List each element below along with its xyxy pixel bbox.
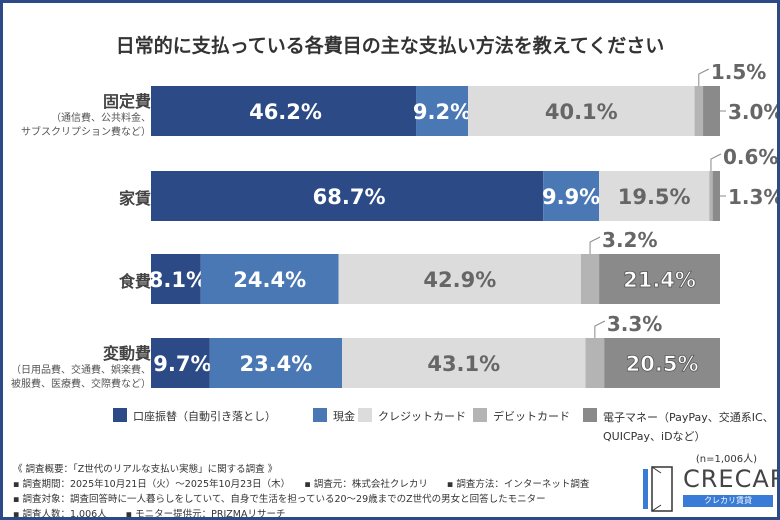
bar-segment <box>694 86 704 136</box>
data-label: 68.7% <box>313 185 386 209</box>
legend-swatch <box>583 408 597 422</box>
bar-segment <box>585 338 605 388</box>
bar-segment <box>155 86 417 136</box>
legend-swatch <box>313 408 327 422</box>
legend-item: 口座振替（自動引き落とし） <box>113 408 276 424</box>
category-name: 家賃 <box>118 189 151 208</box>
data-label: 40.1% <box>545 100 618 124</box>
bar-segment <box>155 254 201 304</box>
data-label: 19.5% <box>618 185 691 209</box>
category-name: 変動費 <box>102 344 151 363</box>
legend-swatch <box>113 408 127 422</box>
data-label: 43.1% <box>427 352 500 376</box>
legend-item: デビットカード <box>473 408 570 424</box>
category-subtext: （通信費、公共料金、 <box>51 113 151 124</box>
bar-segment <box>599 171 710 221</box>
legend-item: 電子マネー（PayPay、交通系IC、 QUICPay、iDなど） <box>583 408 774 446</box>
data-label: 1.3% <box>728 185 777 209</box>
data-label: 8.1% <box>149 268 207 292</box>
bar-segment <box>416 86 469 136</box>
logo-door-icon <box>643 466 673 512</box>
bar-segment <box>581 254 600 304</box>
category-label: 固定費 （通信費、公共料金、サブスクリプション費など） <box>21 88 151 140</box>
chart-plot: 46.2% 9.2% 40.1% 1.5% 3.0% 68.7% 9.9% 19.5% 0.6%… <box>149 60 777 388</box>
legend-swatch <box>473 408 487 422</box>
data-label: 23.4% <box>239 352 312 376</box>
bar-segment <box>209 338 343 388</box>
data-label: 9.9% <box>542 185 600 209</box>
category-marker <box>151 86 155 136</box>
logo-text: CRECARI <box>683 465 777 493</box>
category-name: 食費 <box>118 272 151 291</box>
category-subtext: （日用品費、交通費、娯楽費、 <box>11 365 151 376</box>
data-label: 9.7% <box>153 352 211 376</box>
bar-segment <box>604 338 720 388</box>
bar-segment <box>200 254 339 304</box>
data-label: 3.2% <box>602 228 657 252</box>
footer-line: ▪ 調査人数：1,006人 ▪ モニター提供元：PRIZMAリサーチ <box>13 509 286 520</box>
category-label: 食費 <box>119 268 151 292</box>
logo-subtext: クレカリ賃貸 <box>683 495 773 507</box>
data-label: 0.6% <box>723 145 777 169</box>
chart-title: 日常的に支払っている各費目の主な支払い方法を教えてください <box>115 35 665 57</box>
leader-line <box>594 320 606 338</box>
footer-line: 《 調査概要：「Z世代のリアルな支払い実態」に関する調査 》 <box>13 464 278 475</box>
data-label: 42.9% <box>423 268 496 292</box>
bar-segment <box>712 171 720 221</box>
bar-segment <box>155 338 210 388</box>
data-label: 9.2% <box>413 100 471 124</box>
category-name: 固定費 <box>102 92 151 111</box>
legend-label: 口座振替（自動引き落とし） <box>133 410 276 423</box>
legend-label: クレジットカード <box>378 410 466 423</box>
bar-segment <box>599 254 720 304</box>
leader-line <box>589 236 601 254</box>
bar-segment <box>342 338 586 388</box>
data-label: 20.5% <box>626 352 699 376</box>
legend-label: デビットカード <box>493 410 570 423</box>
category-subtext: サブスクリプション費など） <box>21 127 151 138</box>
legend-label: 現金 <box>333 410 355 423</box>
legend-swatch <box>358 408 372 422</box>
data-label: 3.3% <box>607 312 662 336</box>
leader-line <box>698 68 710 86</box>
footer-line: ▪ 調査対象：調査回答時に一人暮らしをしていて、自身で生活を担っている20～29… <box>13 494 546 505</box>
legend-item: クレジットカード <box>358 408 466 424</box>
footer-line: ▪ 調査期間：2025年10月21日（火）～2025年10月23日（木） ▪ 調… <box>13 479 590 490</box>
category-marker <box>151 338 155 388</box>
data-label: 24.4% <box>233 268 306 292</box>
bar-segment <box>543 171 600 221</box>
bar-segment <box>338 254 582 304</box>
legend-item: 現金 <box>313 408 355 424</box>
sample-size-note: (n=1,006人) <box>695 454 757 465</box>
data-label: 21.4% <box>623 268 696 292</box>
category-label: 家賃 <box>119 185 151 209</box>
leader-line <box>710 153 722 171</box>
category-marker <box>151 254 155 304</box>
category-subtext: 被服費、医療費、交際費など） <box>11 379 151 390</box>
bar-segment <box>468 86 695 136</box>
category-label: 変動費 （日用品費、交通費、娯楽費、 被服費、医療費、交際費など） <box>11 340 151 392</box>
bar-segment <box>703 86 720 136</box>
bar-segment <box>709 171 713 221</box>
category-marker <box>151 171 155 221</box>
bar-segment <box>155 171 544 221</box>
data-label: 3.0% <box>728 100 777 124</box>
data-label: 46.2% <box>249 100 322 124</box>
data-label: 1.5% <box>711 60 766 84</box>
legend-label: 電子マネー（PayPay、交通系IC、 QUICPay、iDなど） <box>603 411 774 443</box>
